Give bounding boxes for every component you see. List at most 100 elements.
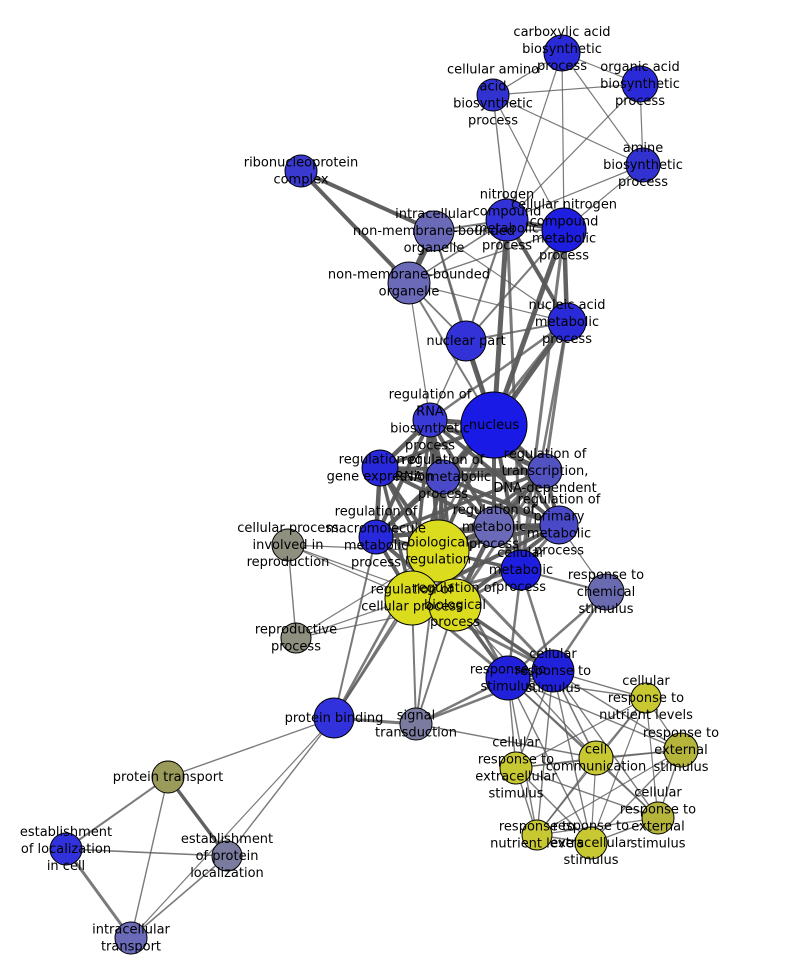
graph-node[interactable] — [280, 622, 312, 654]
graph-node[interactable] — [625, 147, 661, 183]
labels-layer: carboxylic acid biosynthetic process organi… — [20, 25, 719, 955]
graph-edge — [491, 219, 510, 426]
graph-node[interactable] — [485, 655, 531, 701]
graph-edge — [130, 855, 228, 939]
graph-node[interactable] — [151, 760, 185, 794]
graph-node[interactable] — [541, 207, 587, 253]
graph-edge — [492, 83, 641, 96]
nodes-layer — [49, 34, 699, 955]
graph-node[interactable] — [387, 261, 431, 305]
graph-node[interactable] — [445, 320, 487, 362]
graph-edge — [130, 776, 169, 939]
graph-node-label: regulation of metabolic process — [453, 503, 536, 552]
graph-edge — [300, 169, 435, 233]
graph-node-label: reproductive process — [255, 622, 337, 654]
graph-node-label: cellular response to stimulus — [515, 647, 591, 696]
graph-node[interactable] — [406, 519, 470, 583]
graph-node[interactable] — [412, 402, 448, 438]
graph-node-label: carboxylic acid biosynthetic process — [513, 25, 610, 74]
graph-node-label: response to extracellular stimulus — [550, 819, 632, 868]
graph-edge — [379, 466, 560, 527]
graph-node[interactable] — [621, 65, 659, 103]
graph-node-label: intracellular non-membrane-bounded organel… — [353, 207, 515, 256]
graph-node-label: biological regulation — [405, 535, 471, 567]
graph-node[interactable] — [663, 732, 699, 768]
graph-edge — [561, 52, 644, 166]
graph-edge — [408, 282, 431, 421]
graph-node[interactable] — [284, 154, 318, 188]
graph-edge — [167, 717, 335, 778]
graph-edge — [506, 164, 644, 221]
graph-edge — [299, 169, 411, 285]
graph-node[interactable] — [313, 697, 355, 739]
graph-node[interactable] — [428, 578, 482, 632]
graph-node[interactable] — [211, 840, 243, 872]
graph-node-label: nitrogen compound metabolic process — [473, 187, 542, 253]
graph-node-label: amine biosynthetic process — [603, 141, 683, 190]
graph-node[interactable] — [358, 519, 394, 555]
graph-edge — [429, 320, 568, 422]
graph-edge — [507, 677, 592, 844]
graph-edge — [507, 677, 682, 751]
graph-node[interactable] — [460, 391, 528, 459]
graph-node[interactable] — [473, 506, 515, 548]
graph-node-label: response to chemical stimulus — [568, 568, 644, 617]
graph-node-label: establishment of protein localization — [181, 832, 273, 881]
graph-node[interactable] — [531, 649, 575, 693]
graph-edge — [64, 848, 133, 939]
graph-node[interactable] — [413, 210, 455, 252]
graph-edge — [507, 677, 647, 699]
graph-edge — [506, 83, 641, 221]
graph-node-label: cellular response to nutrient levels — [599, 674, 693, 723]
graph-edge — [433, 230, 568, 323]
graph-node[interactable] — [114, 921, 148, 955]
graph-node-label: regulation of RNA biosynthetic process — [389, 387, 472, 453]
graph-node[interactable] — [499, 751, 533, 785]
graph-node[interactable] — [521, 819, 553, 851]
graph-node-label: cell communication — [546, 742, 647, 774]
graph-edge — [379, 466, 495, 529]
graph-node[interactable] — [500, 549, 542, 591]
graph-node[interactable] — [271, 528, 305, 562]
graph-node-label: response to stimulus — [470, 662, 546, 694]
graph-node[interactable] — [425, 459, 461, 495]
graph-node-label: regulation of cellular process — [361, 582, 463, 614]
graph-node-label: nucleic acid metabolic process — [528, 298, 605, 347]
graph-node[interactable] — [399, 707, 433, 741]
graph-node[interactable] — [587, 573, 625, 611]
graph-edge — [536, 817, 659, 836]
graph-node[interactable] — [476, 78, 510, 112]
graph-edge — [491, 229, 567, 426]
graph-node[interactable] — [539, 505, 579, 545]
graph-node-label: ribonucleoprotein complex — [244, 155, 359, 187]
graph-edge — [515, 767, 659, 819]
graph-node-label: regulation of biological process — [414, 581, 497, 630]
graph-edge — [65, 848, 228, 857]
graph-node[interactable] — [630, 682, 662, 714]
graph-node[interactable] — [527, 453, 563, 489]
graph-edge — [226, 717, 335, 857]
graph-node-label: organic acid biosynthetic process — [600, 60, 680, 109]
graph-node[interactable] — [485, 198, 529, 242]
graph-node[interactable] — [547, 302, 587, 342]
graph-node-label: cellular amino acid biosynthetic process — [447, 62, 539, 128]
graph-node[interactable] — [574, 826, 608, 860]
graph-edge — [645, 697, 659, 819]
graph-edge — [465, 229, 565, 342]
graph-edge — [492, 94, 644, 166]
graph-node[interactable] — [361, 449, 399, 487]
graph-node-label: cellular metabolic process — [489, 546, 553, 595]
graph-node-label: protein transport — [113, 770, 223, 785]
graph-node[interactable] — [578, 740, 614, 776]
graph-node[interactable] — [641, 801, 675, 835]
graph-edge — [590, 697, 647, 844]
graph-node-label: signal transduction — [375, 708, 457, 740]
graph-edge — [515, 767, 592, 844]
graph-node-label: cellular process involved in reproduction — [237, 521, 339, 570]
graph-edge — [379, 466, 546, 473]
graph-edge — [408, 282, 568, 323]
graph-node[interactable] — [49, 832, 83, 866]
graph-node[interactable] — [543, 34, 581, 72]
